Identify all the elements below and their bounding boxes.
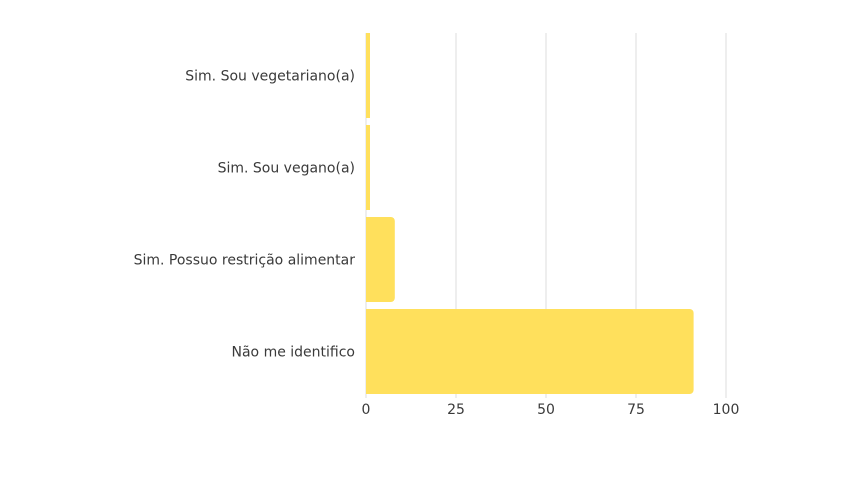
category-labels: Sim. Sou vegetariano(a) Sim. Sou vegano(a… [134,69,356,361]
bar-edge [366,217,370,302]
x-tick-label: 75 [627,402,645,418]
bar-edge [366,33,370,118]
x-tick-label: 50 [537,402,555,418]
bar-edge [366,125,370,210]
x-axis-tick-labels: 0 25 50 75 100 [362,402,740,418]
bar [366,309,694,394]
category-label: Sim. Sou vegetariano(a) [185,69,355,85]
category-label: Não me identifico [232,345,356,361]
bar-edge [366,309,370,394]
x-tick-label: 25 [447,402,465,418]
category-label: Sim. Sou vegano(a) [218,161,355,177]
x-tick-label: 0 [362,402,371,418]
bars [366,33,694,394]
x-tick-label: 100 [713,402,740,418]
bar [366,217,395,302]
category-label: Sim. Possuo restrição alimentar [134,253,356,269]
